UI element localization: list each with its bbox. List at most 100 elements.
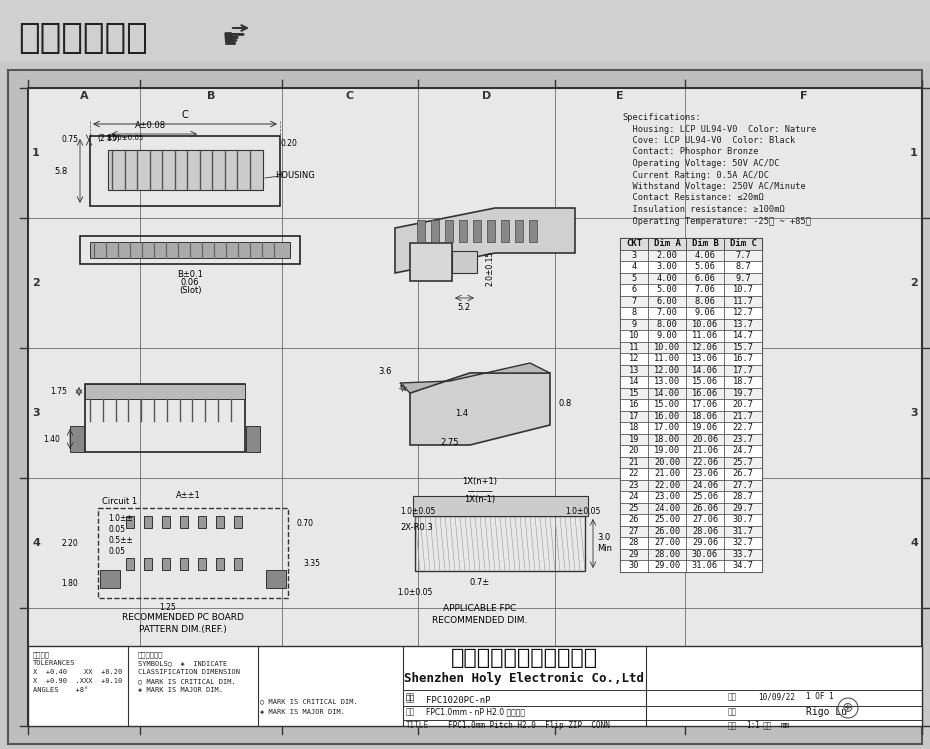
Text: Contact Resistance: ≤20mΩ: Contact Resistance: ≤20mΩ <box>622 193 764 202</box>
Polygon shape <box>410 373 550 445</box>
Bar <box>724 365 762 376</box>
Bar <box>686 365 724 376</box>
Text: D: D <box>482 91 491 101</box>
Text: 10/09/22: 10/09/22 <box>758 692 795 701</box>
Bar <box>126 558 134 570</box>
Bar <box>724 434 762 445</box>
Text: 13.00: 13.00 <box>654 377 680 386</box>
Text: 28.06: 28.06 <box>692 527 718 536</box>
Text: 5: 5 <box>910 662 918 672</box>
Bar <box>620 330 648 342</box>
Bar <box>620 249 648 261</box>
Text: 19: 19 <box>629 434 639 443</box>
Text: ○ MARK IS CRITICAL DIM.: ○ MARK IS CRITICAL DIM. <box>260 698 358 704</box>
Bar <box>724 468 762 479</box>
Bar <box>620 445 648 456</box>
Bar <box>246 426 260 452</box>
Text: 图号: 图号 <box>406 694 416 703</box>
Text: 28.00: 28.00 <box>654 550 680 559</box>
Bar <box>648 434 686 445</box>
Text: 6.00: 6.00 <box>657 297 677 306</box>
Bar <box>686 422 724 434</box>
Bar <box>620 410 648 422</box>
Bar <box>686 330 724 342</box>
Bar <box>648 445 686 456</box>
Bar <box>648 537 686 548</box>
Text: 深圳市宏利电子有限公司: 深圳市宏利电子有限公司 <box>450 648 598 668</box>
Text: 4: 4 <box>631 262 637 271</box>
Bar <box>724 376 762 387</box>
Text: A: A <box>80 713 88 723</box>
Bar <box>648 261 686 273</box>
Text: 0.5±±
0.05: 0.5±± 0.05 <box>108 536 133 556</box>
Bar <box>620 434 648 445</box>
Text: 28: 28 <box>629 539 639 548</box>
Bar <box>90 242 290 258</box>
Bar <box>620 399 648 410</box>
Bar <box>620 296 648 307</box>
Bar <box>216 558 224 570</box>
Text: 10: 10 <box>629 331 639 340</box>
Bar <box>28 646 922 726</box>
Text: 一般公差: 一般公差 <box>33 651 50 658</box>
Text: 2: 2 <box>33 278 40 288</box>
Bar <box>620 514 648 526</box>
Bar <box>648 342 686 353</box>
Bar <box>686 503 724 514</box>
Bar <box>648 330 686 342</box>
Bar <box>648 514 686 526</box>
Text: 1.25: 1.25 <box>160 603 177 612</box>
Bar <box>0 0 930 62</box>
Text: 26.00: 26.00 <box>654 527 680 536</box>
Text: 4: 4 <box>32 538 40 548</box>
Text: 28.7: 28.7 <box>733 492 753 501</box>
Text: 0.20: 0.20 <box>280 139 297 148</box>
Bar <box>620 479 648 491</box>
Bar <box>724 284 762 296</box>
Bar <box>648 318 686 330</box>
Bar <box>686 491 724 503</box>
Text: 14: 14 <box>629 377 639 386</box>
Text: 24.00: 24.00 <box>654 504 680 513</box>
Text: ○ MARK IS CRITICAL DIM.: ○ MARK IS CRITICAL DIM. <box>138 678 235 684</box>
Bar <box>724 491 762 503</box>
Text: 5.06: 5.06 <box>695 262 715 271</box>
Text: 27.00: 27.00 <box>654 539 680 548</box>
Bar <box>108 150 263 190</box>
Bar <box>686 261 724 273</box>
Bar <box>620 353 648 365</box>
Bar <box>724 296 762 307</box>
Text: HOUSING: HOUSING <box>275 172 314 181</box>
Bar <box>180 516 188 528</box>
Bar <box>724 445 762 456</box>
Bar <box>620 537 648 548</box>
Text: X  +0.40    XX  +0.20: X +0.40 XX +0.20 <box>33 669 122 675</box>
Text: 5: 5 <box>33 662 40 672</box>
Text: 1X(n+1): 1X(n+1) <box>462 477 498 486</box>
Bar <box>620 456 648 468</box>
Bar <box>266 570 286 588</box>
Text: 19.7: 19.7 <box>733 389 753 398</box>
Text: 21.06: 21.06 <box>692 446 718 455</box>
Bar <box>144 516 152 528</box>
Text: 1.75: 1.75 <box>50 386 67 395</box>
Text: X  +0.90  .XXX  +0.10: X +0.90 .XXX +0.10 <box>33 678 122 684</box>
Text: B±0.1: B±0.1 <box>177 270 203 279</box>
Bar <box>473 220 481 242</box>
Bar <box>410 243 452 281</box>
Text: 9.7: 9.7 <box>735 273 751 283</box>
Bar <box>686 560 724 571</box>
Bar <box>686 238 724 249</box>
Bar <box>28 88 922 726</box>
Text: 1.0±0.05: 1.0±0.05 <box>400 506 435 515</box>
Bar <box>686 526 724 537</box>
Bar <box>234 558 242 570</box>
Text: F: F <box>800 91 807 101</box>
Bar <box>724 307 762 318</box>
Bar <box>620 503 648 514</box>
Bar <box>724 261 762 273</box>
Text: 5.00: 5.00 <box>657 285 677 294</box>
Text: CLASSIFICATION DIMENSION: CLASSIFICATION DIMENSION <box>138 669 240 675</box>
Text: 18.00: 18.00 <box>654 434 680 443</box>
Text: ANGLES    +8°: ANGLES +8° <box>33 687 88 693</box>
